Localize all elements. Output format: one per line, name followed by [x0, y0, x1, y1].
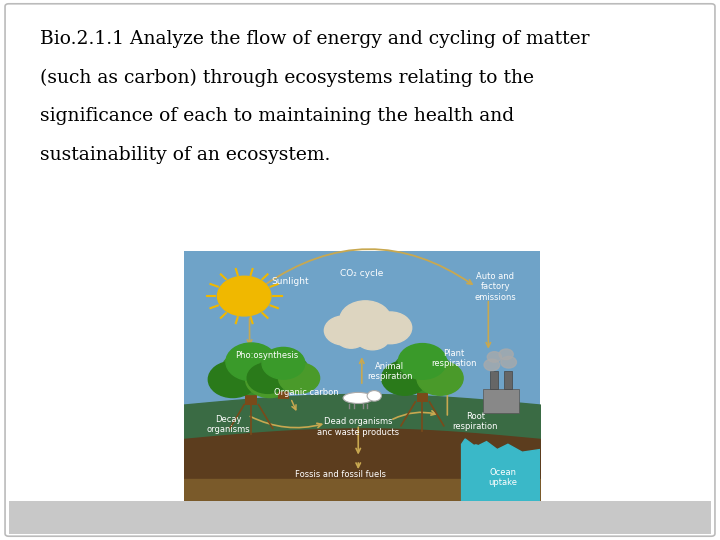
Circle shape — [417, 361, 463, 395]
Circle shape — [367, 390, 382, 401]
Bar — [278, 384, 289, 399]
Ellipse shape — [343, 393, 374, 403]
Circle shape — [247, 363, 288, 393]
Text: Root
respiration: Root respiration — [453, 412, 498, 431]
Bar — [504, 372, 512, 389]
Circle shape — [501, 356, 516, 368]
Text: Ocean
uptake: Ocean uptake — [488, 468, 517, 487]
Text: sustainability of an ecosystem.: sustainability of an ecosystem. — [40, 146, 330, 164]
Circle shape — [262, 347, 305, 379]
Text: significance of each to maintaining the health and: significance of each to maintaining the … — [40, 107, 514, 125]
Circle shape — [336, 326, 366, 348]
Circle shape — [226, 343, 276, 381]
Circle shape — [246, 361, 294, 397]
Text: Bio.2.1.1 Analyze the flow of energy and cycling of matter: Bio.2.1.1 Analyze the flow of energy and… — [40, 30, 589, 48]
Text: Pho:osynthesis: Pho:osynthesis — [235, 351, 299, 360]
Circle shape — [221, 349, 282, 395]
Text: Decay
organisms: Decay organisms — [207, 415, 251, 434]
Circle shape — [217, 276, 271, 316]
Circle shape — [382, 361, 428, 395]
Text: Organic carbon: Organic carbon — [274, 388, 339, 397]
Bar — [483, 389, 518, 413]
Circle shape — [325, 316, 364, 345]
Text: Fossis and fossil fuels: Fossis and fossil fuels — [295, 470, 386, 479]
Bar — [417, 385, 428, 402]
Text: CO₂ cycle: CO₂ cycle — [340, 269, 384, 278]
Polygon shape — [462, 439, 540, 516]
Circle shape — [487, 352, 502, 362]
Circle shape — [258, 353, 309, 391]
Circle shape — [279, 363, 320, 393]
Circle shape — [340, 301, 391, 339]
Bar — [246, 387, 258, 404]
Circle shape — [208, 361, 257, 397]
Text: Auto and
factory
emissions: Auto and factory emissions — [474, 272, 516, 302]
Text: Sunlight: Sunlight — [271, 277, 310, 286]
Circle shape — [484, 359, 500, 370]
Circle shape — [394, 349, 451, 393]
Circle shape — [499, 349, 513, 360]
Text: Dead organisms
anc waste products: Dead organisms anc waste products — [318, 417, 400, 437]
Text: Animal
respiration: Animal respiration — [367, 362, 413, 381]
Circle shape — [356, 325, 390, 350]
Text: (such as carbon) through ecosystems relating to the: (such as carbon) through ecosystems rela… — [40, 69, 534, 87]
Circle shape — [369, 312, 412, 343]
Circle shape — [398, 343, 446, 379]
Bar — [490, 372, 498, 389]
Text: Plant
respiration: Plant respiration — [431, 348, 477, 368]
